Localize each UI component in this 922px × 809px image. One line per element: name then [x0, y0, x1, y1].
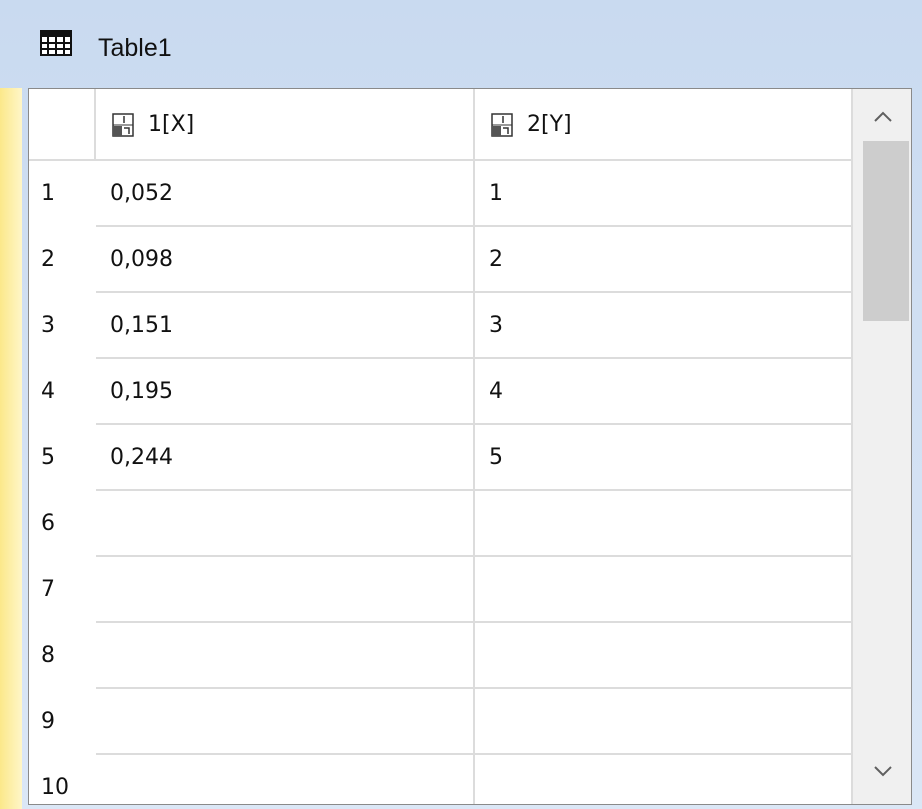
table: 1[X] 2[Y] 1 0,052 1 2 0,098 2 3 0,151 3 4 0,195 4 5 0,2…: [28, 88, 912, 805]
row-number: 6: [41, 511, 55, 536]
row-number: 5: [41, 445, 55, 470]
table-cell: 1: [475, 161, 853, 227]
table-cell: 0,195: [96, 359, 475, 425]
table-cell: 0,052: [96, 161, 475, 227]
row-number: 1: [41, 181, 55, 206]
corner-cell: [29, 89, 96, 161]
table-cell: [475, 491, 853, 557]
row-number: 8: [41, 643, 55, 668]
background-strip: [0, 88, 22, 809]
table-cell: [475, 623, 853, 689]
row-number: 3: [41, 313, 55, 338]
column-header: 1[X]: [96, 89, 475, 161]
scroll-up[interactable]: [873, 111, 893, 123]
table-cell: [96, 689, 475, 755]
table-cell: 4: [475, 359, 853, 425]
row-number: 4: [41, 379, 55, 404]
title-bar: Table1: [0, 0, 922, 88]
scroll-thumb[interactable]: [863, 141, 909, 321]
header-text: 2[Y]: [527, 112, 572, 137]
table-cell: [96, 557, 475, 623]
header-text: 1[X]: [148, 112, 195, 137]
table-cell: 5: [475, 425, 853, 491]
scrollbar[interactable]: [853, 89, 911, 804]
row-number: 2: [41, 247, 55, 272]
table-cell: [475, 557, 853, 623]
table-icon: [40, 30, 72, 56]
table-cell: [475, 689, 853, 755]
table-cell: 2: [475, 227, 853, 293]
table-cell: [475, 755, 853, 804]
numeric-icon: [491, 113, 513, 137]
table-cell: [96, 755, 475, 804]
row-number: 10: [41, 775, 69, 800]
table-cell: 0,151: [96, 293, 475, 359]
scroll-down[interactable]: [873, 765, 893, 777]
table-cell: 3: [475, 293, 853, 359]
table-cell: [96, 623, 475, 689]
window-title: Table1: [98, 34, 172, 62]
row-number: 9: [41, 709, 55, 734]
table-cell: 0,098: [96, 227, 475, 293]
numeric-icon: [112, 113, 134, 137]
column-header: 2[Y]: [475, 89, 853, 161]
table-cell: 0,244: [96, 425, 475, 491]
row-number: 7: [41, 577, 55, 602]
table-cell: [96, 491, 475, 557]
